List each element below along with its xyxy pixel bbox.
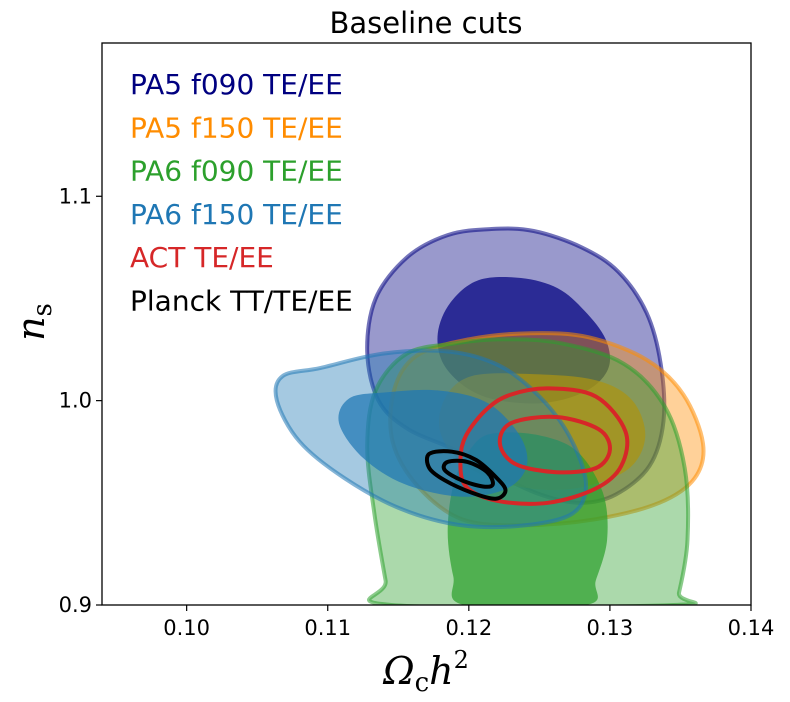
axis-ticks: 0.10 0.11 0.12 0.13 0.14 0.9 1.0 1.1	[59, 184, 775, 640]
y-tick-label: 1.0	[59, 389, 92, 413]
contour-planck-tt-te-ee-68	[441, 458, 495, 489]
contour-act-te-ee-95	[458, 386, 630, 506]
x-tick-label: 0.11	[304, 616, 351, 640]
x-tick-label: 0.14	[728, 616, 775, 640]
legend-entry: PA6 f090 TE/EE	[130, 155, 343, 188]
x-tick-label: 0.10	[163, 616, 210, 640]
chart-title: Baseline cuts	[330, 6, 523, 40]
legend-entry: Planck TT/TE/EE	[130, 285, 353, 318]
contour-planck-tt-te-ee-95	[424, 449, 508, 501]
x-tick-label: 0.13	[587, 616, 634, 640]
y-tick-label: 1.1	[59, 184, 92, 208]
contour-layer	[273, 226, 706, 605]
legend-entry: ACT TE/EE	[130, 241, 274, 274]
x-tick-label: 0.12	[445, 616, 492, 640]
legend: PA5 f090 TE/EE PA5 f150 TE/EE PA6 f090 TE/…	[130, 68, 353, 318]
contour-act-te-ee-68	[497, 414, 612, 475]
legend-entry: PA5 f090 TE/EE	[130, 68, 343, 101]
y-tick-label: 0.9	[59, 593, 92, 617]
plot-frame	[101, 42, 752, 606]
legend-entry: PA5 f150 TE/EE	[130, 111, 343, 144]
legend-entry: PA6 f150 TE/EE	[130, 198, 343, 231]
